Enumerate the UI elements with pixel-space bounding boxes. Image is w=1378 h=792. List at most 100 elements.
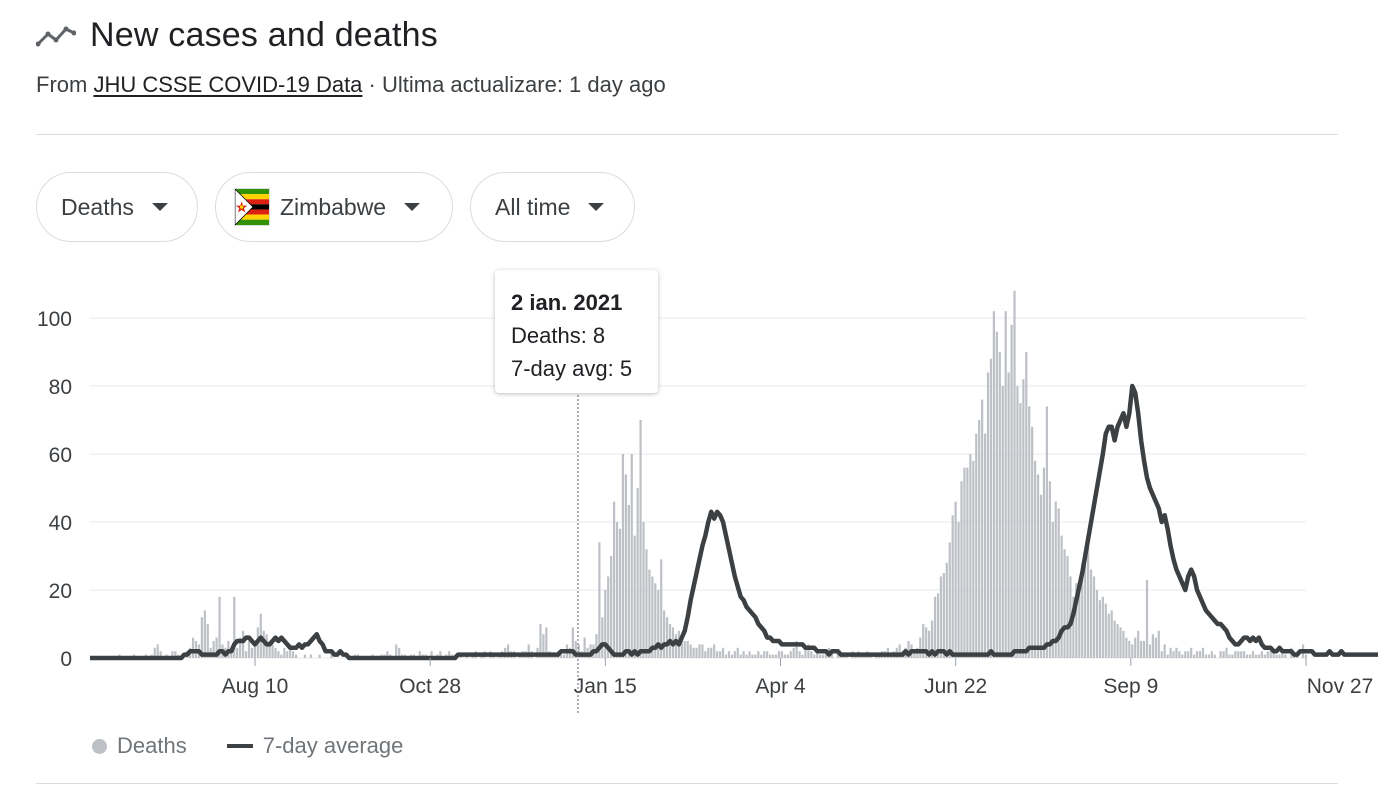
legend-bar-swatch	[92, 738, 107, 754]
bar	[1154, 637, 1157, 658]
bar	[989, 358, 993, 658]
bar	[610, 556, 613, 658]
bar	[1254, 654, 1258, 658]
bar	[448, 651, 451, 658]
metric-dropdown-label: Deaths	[61, 193, 134, 220]
bar	[925, 627, 928, 658]
y-tick-label: 60	[49, 444, 72, 467]
bar	[159, 651, 162, 658]
bar	[1246, 654, 1249, 658]
bar	[215, 637, 218, 658]
bar	[1304, 654, 1308, 658]
bar	[624, 474, 627, 658]
bar	[789, 651, 792, 658]
bar	[1251, 651, 1255, 658]
bar	[633, 535, 636, 658]
bar	[330, 654, 333, 658]
bar	[639, 420, 642, 658]
y-tick-label: 40	[49, 512, 72, 535]
bar	[1219, 651, 1222, 658]
bar	[769, 654, 772, 658]
x-tick-label: Apr 4	[755, 675, 806, 698]
bar	[913, 651, 916, 658]
bar	[801, 654, 804, 658]
bar	[713, 644, 716, 658]
metric-dropdown[interactable]: Deaths	[36, 172, 198, 242]
deaths-chart[interactable]: 100 80 60 40 20 0 Aug 10 Oct 28 Jan 15 Apr 4 Jun 2…	[0, 260, 1378, 720]
bar	[1122, 630, 1125, 658]
bar	[1151, 634, 1154, 658]
bar	[636, 488, 639, 658]
bar	[1134, 637, 1137, 658]
range-dropdown[interactable]: All time	[470, 172, 635, 242]
bar	[1148, 644, 1152, 658]
bar	[1222, 651, 1225, 658]
bar	[527, 644, 530, 658]
tooltip-date: 2 ian. 2021	[511, 290, 623, 315]
bar	[1210, 651, 1213, 658]
bar	[972, 460, 975, 658]
bar	[1181, 654, 1184, 658]
bar	[786, 654, 789, 658]
chevron-down-icon	[404, 203, 421, 211]
bar	[1092, 576, 1096, 658]
bar	[559, 654, 563, 658]
bar	[1284, 654, 1287, 658]
bar	[1263, 654, 1266, 658]
bar	[289, 644, 292, 658]
bar	[542, 634, 545, 658]
bar	[648, 569, 651, 658]
bar	[960, 481, 963, 658]
bar	[1054, 501, 1057, 658]
source-link[interactable]: JHU CSSE COVID-19 Data	[93, 72, 363, 97]
bar	[1116, 624, 1119, 658]
bar	[907, 641, 910, 658]
bar	[1095, 590, 1099, 658]
bar	[1166, 654, 1169, 658]
bar	[280, 654, 283, 658]
bar	[1039, 494, 1043, 658]
bar	[1281, 651, 1284, 658]
bar	[1190, 647, 1193, 658]
bar	[1007, 372, 1010, 658]
bar	[607, 576, 610, 658]
bar	[792, 647, 795, 658]
range-dropdown-label: All time	[495, 193, 571, 220]
bar	[742, 651, 745, 658]
bar	[704, 651, 707, 658]
bar	[966, 467, 969, 658]
bar	[1248, 654, 1252, 658]
bar	[430, 651, 433, 658]
bar	[1075, 583, 1078, 658]
bar	[545, 627, 548, 658]
bar	[780, 651, 784, 658]
bar	[1019, 403, 1022, 658]
bar	[975, 433, 978, 658]
bar	[203, 610, 206, 658]
bar	[783, 654, 786, 658]
bar	[733, 651, 736, 658]
bar	[707, 647, 710, 658]
bar	[1169, 647, 1172, 658]
bar	[642, 522, 645, 658]
bar	[1042, 467, 1046, 658]
bar	[1198, 651, 1202, 658]
bar	[692, 647, 695, 658]
bar	[919, 637, 922, 658]
bar	[1125, 637, 1128, 658]
bar	[745, 654, 748, 658]
bar	[951, 515, 954, 658]
bar	[153, 647, 156, 658]
bar	[992, 311, 996, 658]
bar	[660, 559, 663, 658]
bar	[577, 644, 580, 658]
bar	[398, 647, 401, 658]
country-dropdown[interactable]: Zimbabwe	[215, 172, 453, 242]
bar	[604, 590, 607, 658]
bar	[1084, 556, 1087, 658]
bar	[933, 596, 937, 658]
bar	[922, 624, 925, 658]
bar	[250, 647, 254, 658]
bar	[1113, 620, 1116, 658]
bar	[1063, 549, 1066, 658]
